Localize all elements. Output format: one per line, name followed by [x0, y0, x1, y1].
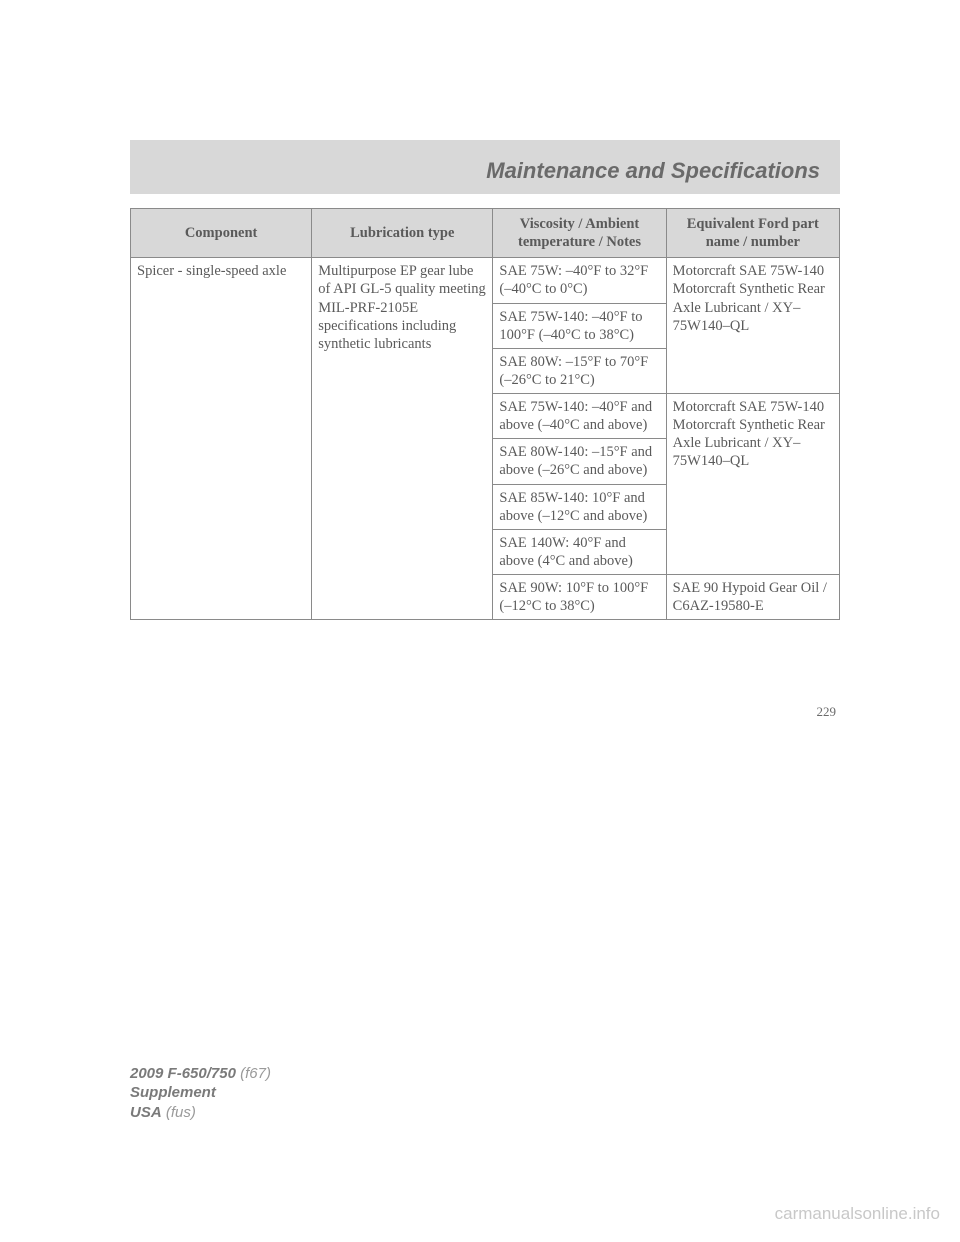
footer: 2009 F-650/750 (f67) Supplement USA (fus…: [130, 1064, 271, 1123]
cell-component: Spicer - single-speed axle: [131, 258, 312, 620]
cell-equivalent-2: SAE 90 Hypoid Gear Oil / C6AZ-19580-E: [666, 575, 839, 620]
cell-viscosity-6: SAE 140W: 40°F and above (4°C and above): [493, 529, 666, 574]
footer-region-code: (fus): [166, 1104, 196, 1121]
footer-supplement: Supplement: [130, 1083, 271, 1103]
spec-table: Component Lubrication type Viscosity / A…: [130, 208, 840, 620]
cell-viscosity-7: SAE 90W: 10°F to 100°F (–12°C to 38°C): [493, 575, 666, 620]
footer-model: 2009 F-650/750: [130, 1065, 236, 1082]
cell-viscosity-0: SAE 75W: –40°F to 32°F (–40°C to 0°C): [493, 258, 666, 303]
section-header: Maintenance and Specifications: [130, 140, 840, 194]
cell-lubrication: Multipurpose EP gear lube of API GL-5 qu…: [312, 258, 493, 620]
watermark: carmanualsonline.info: [775, 1204, 940, 1224]
cell-viscosity-2: SAE 80W: –15°F to 70°F (–26°C to 21°C): [493, 348, 666, 393]
cell-viscosity-5: SAE 85W-140: 10°F and above (–12°C and a…: [493, 484, 666, 529]
cell-viscosity-4: SAE 80W-140: –15°F and above (–26°C and …: [493, 439, 666, 484]
cell-equivalent-1: Motorcraft SAE 75W-140 Motorcraft Synthe…: [666, 394, 839, 575]
col-header-equivalent: Equivalent Ford part name / number: [666, 209, 839, 258]
cell-viscosity-3: SAE 75W-140: –40°F and above (–40°C and …: [493, 394, 666, 439]
col-header-component: Component: [131, 209, 312, 258]
col-header-viscosity: Viscosity / Ambient temperature / Notes: [493, 209, 666, 258]
col-header-lubrication: Lubrication type: [312, 209, 493, 258]
footer-region: USA: [130, 1104, 162, 1121]
section-title: Maintenance and Specifications: [486, 158, 820, 183]
page-number: 229: [130, 704, 840, 720]
cell-equivalent-0: Motorcraft SAE 75W-140 Motorcraft Synthe…: [666, 258, 839, 394]
cell-viscosity-1: SAE 75W-140: –40°F to 100°F (–40°C to 38…: [493, 303, 666, 348]
footer-model-code: (f67): [240, 1065, 271, 1082]
